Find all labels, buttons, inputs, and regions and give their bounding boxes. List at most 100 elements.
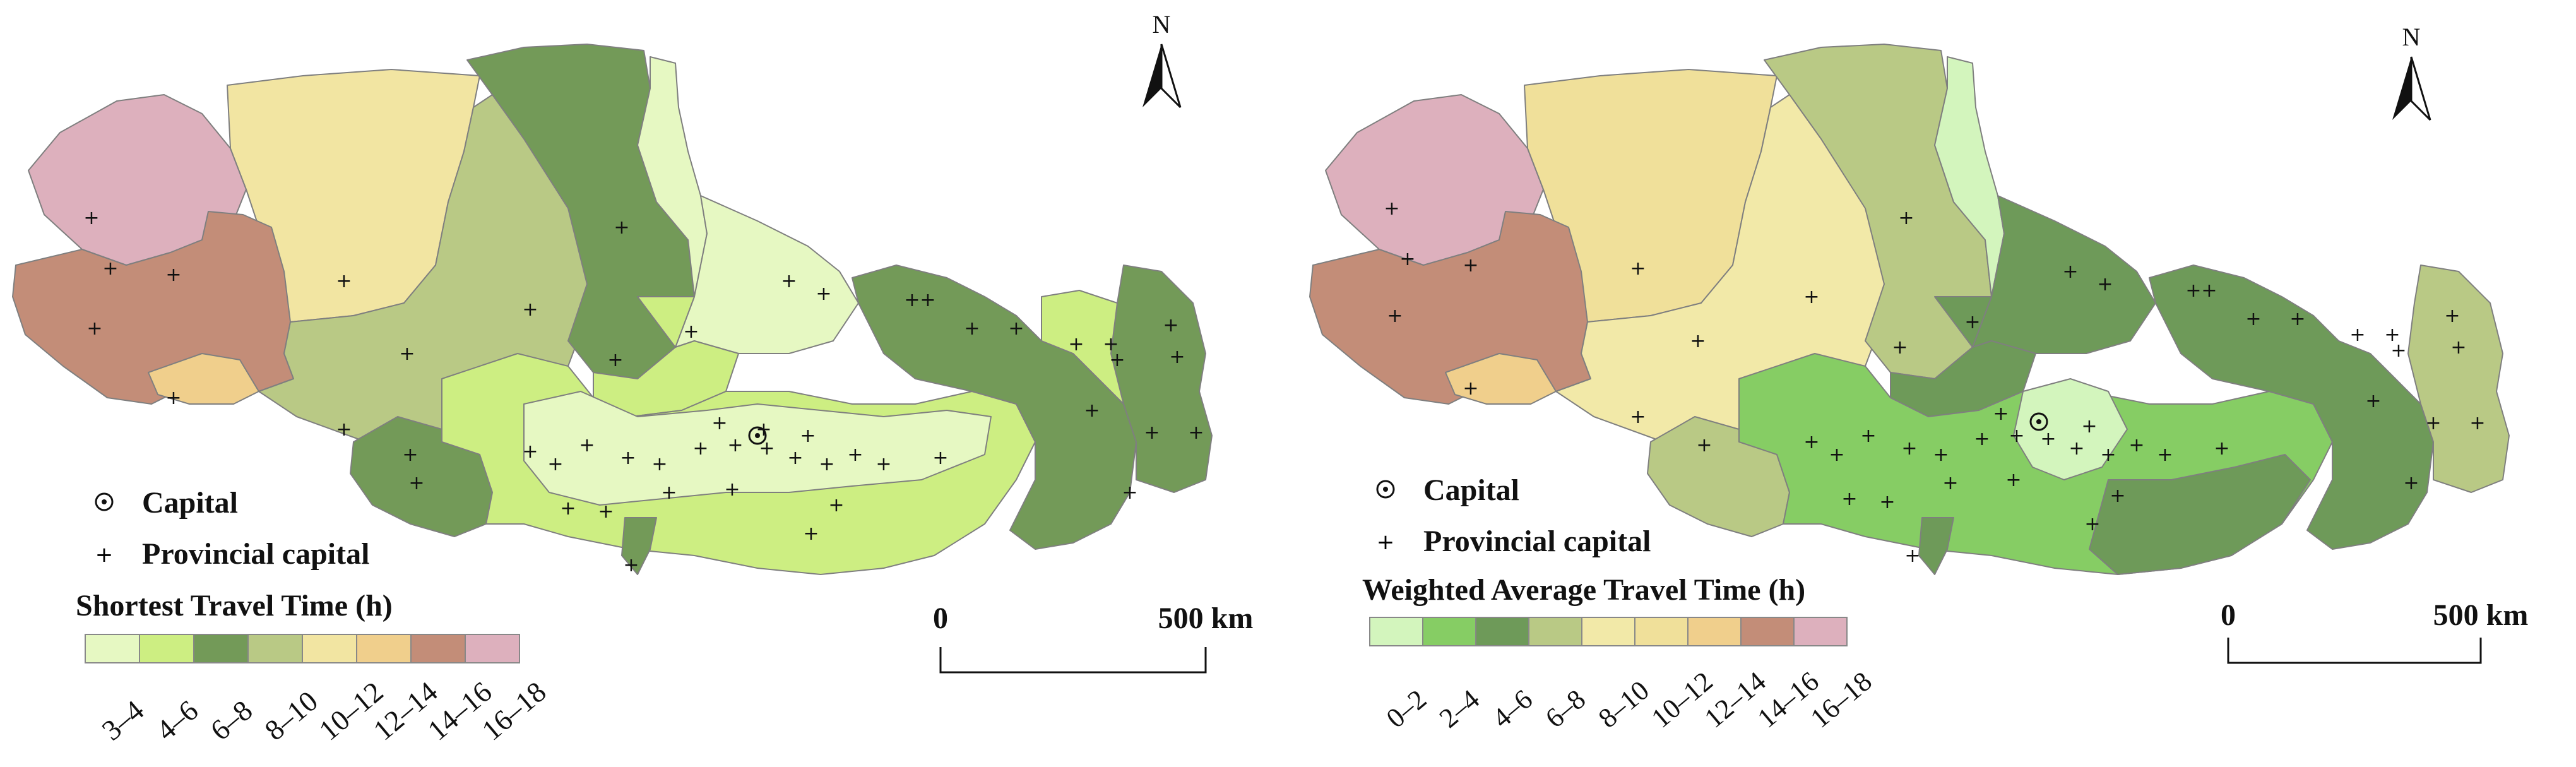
plus-marker: +	[2365, 390, 2381, 412]
plus-marker: +	[2100, 444, 2116, 466]
legend-swatch	[1369, 617, 1423, 646]
plus-marker: +	[2444, 305, 2460, 327]
plus-marker: +	[1163, 314, 1178, 336]
plus-marker: +	[102, 258, 118, 280]
region-southwest-orange	[148, 353, 259, 405]
legend-swatch	[1687, 617, 1742, 646]
plus-marker: +	[2245, 308, 2261, 330]
legend-swatch	[410, 634, 466, 663]
plus-marker: +	[579, 434, 595, 456]
plus-marker: +	[1463, 254, 1478, 276]
plus-marker: +	[598, 501, 614, 523]
plus-marker: +	[2214, 437, 2229, 460]
legend-point-capital	[1376, 480, 1395, 499]
plus-marker: +	[847, 444, 863, 466]
plus-marker: +	[2110, 485, 2125, 507]
plus-marker: +	[2062, 261, 2078, 283]
plus-marker: +	[651, 453, 667, 475]
region-south-darkgreen	[2089, 454, 2311, 575]
legend-provincial-label: Provincial capital	[142, 537, 369, 571]
legend-swatch	[139, 634, 194, 663]
legend-swatch	[1581, 617, 1635, 646]
plus-marker: +	[560, 497, 576, 520]
legend-swatch	[247, 634, 303, 663]
capital-marker	[748, 426, 767, 445]
plus-marker: +	[1974, 428, 1990, 450]
plus-marker: +	[2040, 428, 2056, 450]
plus-marker: +	[336, 270, 352, 292]
plus-marker: +	[2097, 273, 2113, 295]
legend-title: Shortest Travel Time (h)	[76, 589, 393, 622]
plus-marker: +	[2185, 280, 2201, 302]
plus-marker: +	[1630, 406, 1646, 428]
plus-marker: +	[2201, 280, 2217, 302]
plus-marker: +	[1829, 444, 1844, 466]
plus-marker: +	[1904, 545, 1920, 567]
plus-marker: +	[964, 318, 980, 340]
plus-marker: +	[1169, 346, 1185, 368]
plus-marker: +	[623, 554, 639, 576]
legend-title: Weighted Average Travel Time (h)	[1362, 573, 1805, 607]
region-capital-palegreen	[2013, 378, 2128, 480]
map-panel-shortest: + + + + + + + + + + + + + + + + + + + + …	[12, 10, 1253, 747]
legend-class-label: 8–10	[259, 684, 324, 746]
plus-marker: +	[402, 444, 418, 466]
plus-marker: +	[1696, 434, 1712, 456]
legend-swatch	[302, 634, 357, 663]
plus-marker: +	[408, 472, 424, 494]
plus-marker: +	[661, 482, 677, 504]
plus-marker: +	[1993, 403, 2009, 425]
legend-swatch	[465, 634, 520, 663]
north-arrow-label: N	[2402, 23, 2421, 51]
plus-marker: +	[1803, 286, 1819, 308]
plus-marker: +	[1690, 330, 1706, 352]
plus-marker: +	[828, 494, 844, 516]
plus-marker: +	[1463, 378, 1478, 400]
plus-marker: +	[2390, 340, 2406, 362]
region-fareast-olive	[2407, 265, 2510, 493]
legend-class-label: 16–18	[1805, 665, 1878, 734]
plus-marker: +	[2289, 308, 2305, 330]
plus-marker: +	[2081, 415, 2097, 437]
north-arrow-label: N	[1153, 10, 1171, 39]
plus-marker: +	[1898, 207, 1914, 229]
plus-marker: +	[920, 289, 935, 311]
provincial-capital-markers: + + + + + + + + + + + + + + + + + + + + …	[1384, 198, 2485, 567]
plus-marker: +	[759, 437, 775, 460]
legend-swatch	[1528, 617, 1582, 646]
scale-end-label: 500 km	[2433, 598, 2529, 632]
region-south-tip-darkgreen	[1918, 517, 1954, 575]
plus-marker: +	[1630, 258, 1646, 280]
plus-marker: +	[1103, 333, 1119, 355]
plus-marker: +	[1901, 437, 1917, 460]
plus-marker: +	[620, 447, 636, 469]
legend-capital-label: Capital	[142, 486, 238, 520]
plus-marker: +	[547, 453, 563, 475]
legend-class-label: 10–12	[313, 675, 389, 747]
plus-marker: +	[816, 283, 831, 305]
legend-class-label: 0–2	[1380, 684, 1432, 734]
plus-marker: +	[724, 479, 740, 501]
legend-class-label: 12–14	[367, 675, 444, 747]
region-south-tip-darkgreen	[621, 517, 657, 575]
legend-point-capital	[95, 492, 114, 511]
plus-marker: +	[1109, 349, 1125, 371]
legend-swatch	[1422, 617, 1476, 646]
legend-class-labels: 0–2 2–4 4–6 6–8 8–10 10–12 12–14 14–16 1…	[1380, 665, 1878, 734]
legend-class-labels: 3–4 4–6 6–8 8–10 10–12 12–14 14–16 16–18	[96, 675, 552, 747]
legend-swatch	[85, 634, 140, 663]
plus-marker: +	[2403, 472, 2419, 494]
plus-marker: +	[932, 447, 948, 469]
plus-marker: +	[1188, 422, 1204, 444]
legend-class-label: 6–8	[1540, 684, 1591, 734]
north-arrow: N	[2392, 23, 2431, 121]
legend-plus-marker: +	[95, 542, 114, 568]
legend-class-label: 3–4	[96, 694, 150, 746]
plus-marker: +	[1399, 248, 1415, 270]
plus-marker: +	[2349, 324, 2365, 346]
plus-marker: +	[1942, 472, 1958, 494]
plus-marker: +	[819, 453, 834, 475]
plus-marker: +	[2005, 469, 2021, 491]
plus-marker: +	[2157, 444, 2173, 466]
plus-marker: +	[711, 412, 727, 434]
